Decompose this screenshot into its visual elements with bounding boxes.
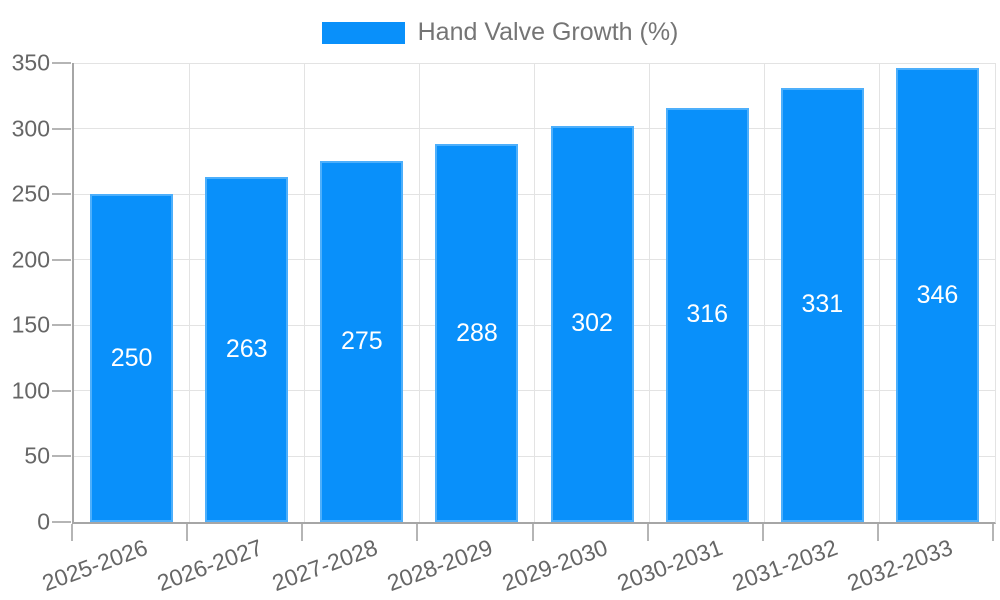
x-axis-label: 2028-2029 [383, 534, 496, 597]
bar-value-label: 331 [801, 290, 844, 319]
legend-label: Hand Valve Growth (%) [417, 18, 679, 46]
x-gridline [303, 63, 305, 522]
x-gridline [879, 63, 881, 522]
x-gridline [534, 63, 535, 522]
bar-value-label: 302 [571, 309, 613, 338]
y-axis-label: 250 [11, 180, 50, 207]
y-tick-mark [52, 127, 71, 130]
y-tick-mark [52, 258, 71, 261]
y-tick-mark [52, 389, 71, 392]
x-tick-mark [71, 524, 73, 541]
bar-value-label: 250 [110, 343, 153, 372]
x-axis-label: 2030-2031 [613, 534, 727, 597]
bar-value-label: 288 [456, 318, 498, 347]
bar-2031-2032[interactable]: 331 [780, 87, 864, 522]
x-tick-mark [186, 524, 189, 541]
y-tick-mark [52, 324, 71, 327]
y-tick-mark [52, 521, 71, 523]
bar-2028-2029[interactable]: 288 [435, 144, 519, 522]
x-axis-label: 2026-2027 [153, 534, 266, 597]
bar-value-label: 316 [686, 300, 729, 329]
x-tick-mark [301, 524, 304, 541]
x-gridline [649, 63, 651, 522]
bar-value-label: 275 [340, 327, 383, 356]
y-axis-label: 50 [24, 442, 50, 469]
x-tick-mark [416, 524, 419, 541]
x-gridline [188, 63, 190, 522]
x-axis-label: 2027-2028 [268, 534, 381, 597]
x-axis-label: 2025-2026 [38, 534, 151, 597]
x-tick-mark [992, 524, 994, 541]
bar-2030-2031[interactable]: 316 [665, 107, 749, 522]
x-tick-mark [531, 524, 534, 541]
y-axis-label: 200 [11, 246, 50, 273]
y-axis-label: 350 [11, 49, 50, 76]
x-tick-mark [646, 524, 649, 541]
x-axis-label: 2031-2032 [728, 534, 842, 597]
x-gridline [418, 63, 420, 522]
y-axis-label: 0 [37, 508, 50, 535]
bar-2025-2026[interactable]: 250 [90, 194, 174, 522]
bar-value-label: 346 [916, 280, 959, 309]
y-tick-mark [52, 193, 71, 196]
bar-2026-2027[interactable]: 263 [205, 177, 289, 522]
bar-2032-2033[interactable]: 346 [895, 68, 979, 522]
bar-2027-2028[interactable]: 275 [320, 161, 404, 522]
y-tick-mark [52, 455, 71, 458]
y-axis-label: 100 [11, 377, 50, 404]
bar-value-label: 263 [225, 335, 268, 364]
x-tick-mark [876, 524, 879, 541]
y-tick-mark [52, 62, 71, 64]
x-tick-mark [761, 524, 764, 541]
y-axis-label: 300 [11, 115, 50, 142]
x-gridline [764, 63, 766, 522]
legend[interactable]: Hand Valve Growth (%) [0, 18, 1000, 47]
plot-area: 250 263 275 288 302 316 331 346 [72, 62, 996, 524]
x-axis-label: 2032-2033 [844, 534, 957, 597]
legend-swatch-icon [321, 21, 405, 44]
y-axis-label: 150 [11, 311, 50, 338]
x-axis-label: 2029-2030 [498, 534, 611, 597]
bar-2029-2030[interactable]: 302 [550, 125, 634, 522]
